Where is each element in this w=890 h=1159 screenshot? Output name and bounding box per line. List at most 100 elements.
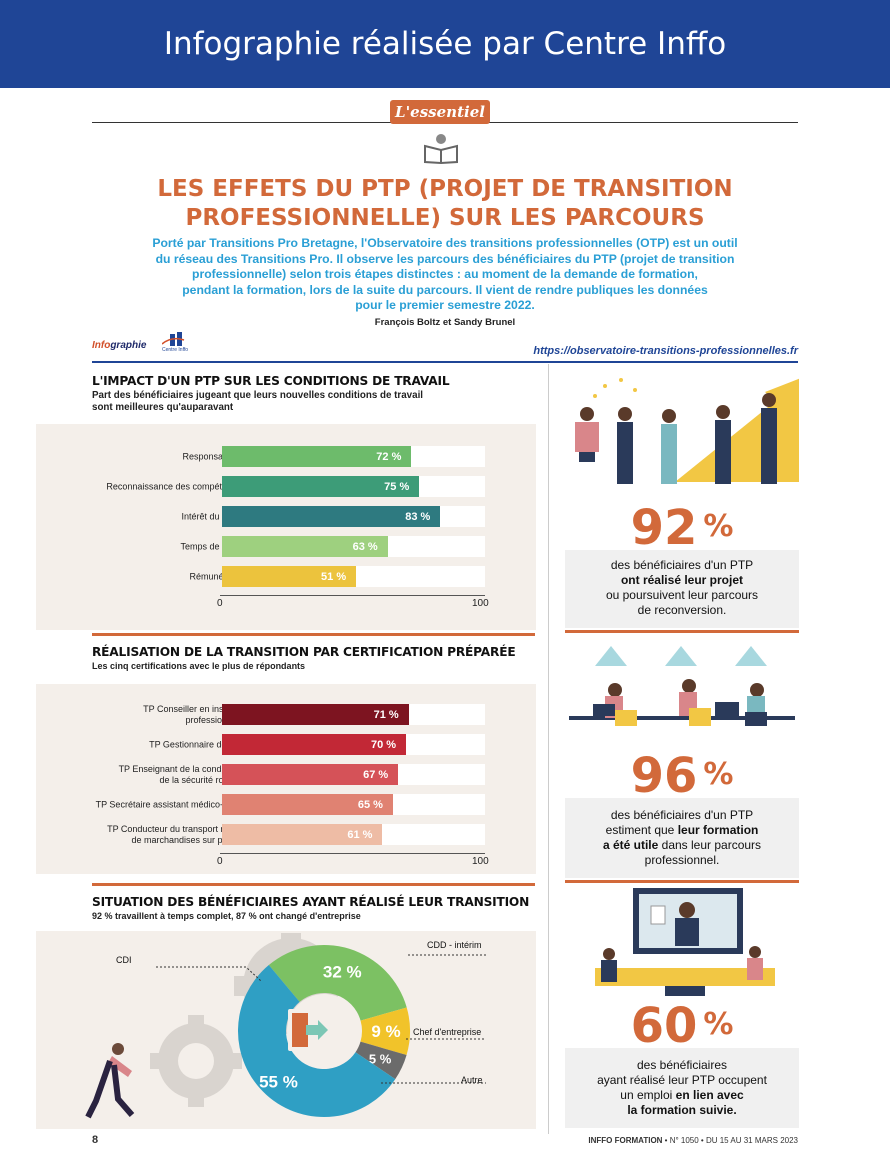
bar-track: 61 %: [222, 824, 485, 845]
bar-value-label: 70 %: [371, 738, 397, 751]
bar-row: TP Secrétaire assistant médico-social 65 …: [36, 794, 536, 815]
bar-row: Reconnaissance des compétences 75 %: [36, 476, 536, 497]
donut-value-label: 32 %: [323, 963, 362, 982]
bar-track: 63 %: [222, 536, 485, 557]
section1-title: L'IMPACT D'UN PTP SUR LES CONDITIONS DE …: [92, 374, 450, 388]
person-pushing-icon: [85, 1043, 135, 1119]
bar-track: 65 %: [222, 794, 485, 815]
bar-category-label: TP Conseiller en insertion professionnell…: [143, 703, 246, 725]
url-rule: [92, 361, 798, 363]
bar-row: TP Conseiller en insertion professionnell…: [36, 704, 536, 725]
bar: 83 %: [222, 506, 441, 527]
magazine-name: INFFO FORMATION: [588, 1136, 663, 1145]
stat-text-bold: ont réalisé leur projet: [620, 573, 744, 587]
stat-text: ou poursuivent leur parcours: [605, 588, 759, 602]
bar: 65 %: [222, 794, 393, 815]
donut-value-label: 55 %: [259, 1072, 298, 1091]
donut-value-label: 9 %: [371, 1022, 400, 1041]
bar-row: TP Enseignant de la conduite et de la séc…: [36, 764, 536, 785]
section-divider: [92, 633, 535, 636]
bar-row: Rémunération 51 %: [36, 566, 536, 587]
stat-card: des bénéficiaires d'un PTP ont réalisé l…: [565, 550, 799, 628]
bar-category-label: Temps de travail: [180, 541, 246, 551]
article-title: LES EFFETS DU PTP (PROJET DE TRANSITION …: [90, 175, 800, 233]
video-conference-illustration: [595, 888, 775, 996]
bar-category-label: Responsabilités: [182, 451, 246, 461]
donut-label-cdi: CDI: [116, 955, 132, 965]
bar-value-label: 75 %: [384, 480, 410, 493]
source-url[interactable]: https://observatoire-transitions-profess…: [533, 345, 798, 357]
x-axis: [220, 595, 485, 596]
bar-track: 83 %: [222, 506, 485, 527]
bar: 71 %: [222, 704, 409, 725]
bar-value-label: 72 %: [376, 450, 402, 463]
stat-text-bold: en lien avec: [675, 1088, 744, 1102]
essentiel-badge: L'essentiel: [390, 100, 490, 124]
donut-slice: [360, 1007, 410, 1056]
bar: 61 %: [222, 824, 383, 845]
arrow-head-shape: [765, 378, 799, 412]
stat-text: des bénéficiaires: [636, 1058, 728, 1072]
bar-category-label: TP Enseignant de la conduite et de la séc…: [118, 763, 246, 785]
article-title-line1: LES EFFETS DU PTP (PROJET DE TRANSITION: [157, 176, 733, 202]
certification-chart: TP Conseiller en insertion professionnell…: [36, 684, 536, 874]
stat-text: de reconversion.: [637, 603, 727, 617]
working-conditions-chart: Responsabilités 72 % Reconnaissance des co…: [36, 424, 536, 630]
section2-subtitle: Les cinq certifications avec le plus de …: [92, 661, 306, 671]
section1-subtitle: Part des bénéficiaires jugeant que leurs…: [92, 390, 423, 414]
office-workers-illustration: [569, 646, 795, 726]
section-divider: [92, 883, 535, 886]
page-number: 8: [92, 1134, 99, 1146]
donut-slice: [268, 945, 407, 1021]
donut-value-label: 5 %: [369, 1051, 392, 1066]
stat-number-pct: %: [703, 1007, 734, 1042]
stat-card: des bénéficiaires ayant réalisé leur PTP…: [565, 1048, 799, 1128]
stat-number: 96%: [565, 748, 799, 804]
bar: 70 %: [222, 734, 407, 755]
team-celebration-illustration: [575, 378, 799, 484]
bar-row: TP Gestionnaire de paie 70 %: [36, 734, 536, 755]
article-intro: Porté par Transitions Pro Bretagne, l'Ob…: [120, 236, 770, 314]
x-tick-label: 100: [472, 598, 489, 609]
stat-text-bold: la formation suivie.: [627, 1103, 737, 1117]
brand-part1: Info: [92, 340, 111, 351]
bar-category-label: Intérêt du travail: [181, 511, 246, 521]
intro-line: pendant la formation, lors de la suite d…: [182, 282, 708, 297]
bar-track: 51 %: [222, 566, 485, 587]
bar-value-label: 61 %: [347, 828, 373, 841]
situation-donut-chart: 32 % 9 % 5 % 55 %: [85, 933, 486, 1119]
bar-category-label: TP Gestionnaire de paie: [149, 739, 246, 749]
exit-door-icon: [288, 1009, 328, 1051]
top-banner: Infographie réalisée par Centre Inffo: [0, 0, 890, 88]
stat-text: un emploi: [620, 1088, 676, 1102]
section3-title: SITUATION DES BÉNÉFICIAIRES AYANT RÉALIS…: [92, 895, 530, 909]
bar-row: Intérêt du travail 83 %: [36, 506, 536, 527]
gear-icon: [150, 1015, 242, 1107]
section2-title: RÉALISATION DE LA TRANSITION PAR CERTIFI…: [92, 645, 516, 659]
stat-text: dans leur parcours: [658, 838, 762, 852]
stat-number: 60%: [565, 998, 799, 1054]
stat-text: des bénéficiaires d'un PTP: [610, 808, 754, 822]
infographie-brand: Infographie: [92, 340, 146, 351]
x-tick-label: 0: [217, 598, 223, 609]
bar-row: Temps de travail 63 %: [36, 536, 536, 557]
bar-value-label: 51 %: [321, 570, 347, 583]
intro-line: du réseau des Transitions Pro. Il observ…: [155, 251, 735, 266]
bar-value-label: 83 %: [405, 510, 431, 523]
donut-label-chef: Chef d'entreprise: [413, 1027, 482, 1037]
bar-track: 67 %: [222, 764, 485, 785]
stat-text: estiment que: [605, 823, 678, 837]
stat-text: des bénéficiaires d'un PTP: [610, 558, 754, 572]
intro-line: professionnelle) selon trois étapes dist…: [192, 267, 698, 281]
donut-label-cdd: CDD - intérim: [427, 940, 482, 950]
stat-number-value: 96: [630, 748, 698, 804]
centre-inffo-logo: Centre Inffo: [161, 332, 196, 354]
bar-category-label: Reconnaissance des compétences: [106, 481, 246, 491]
article-title-line2: PROFESSIONNELLE) SUR LES PARCOURS: [185, 205, 705, 231]
bar: 63 %: [222, 536, 388, 557]
stat-number: 92%: [565, 500, 799, 556]
bar: 67 %: [222, 764, 399, 785]
bar-value-label: 67 %: [363, 768, 389, 781]
stat-divider: [565, 630, 799, 633]
intro-line: Porté par Transitions Pro Bretagne, l'Ob…: [152, 236, 738, 250]
